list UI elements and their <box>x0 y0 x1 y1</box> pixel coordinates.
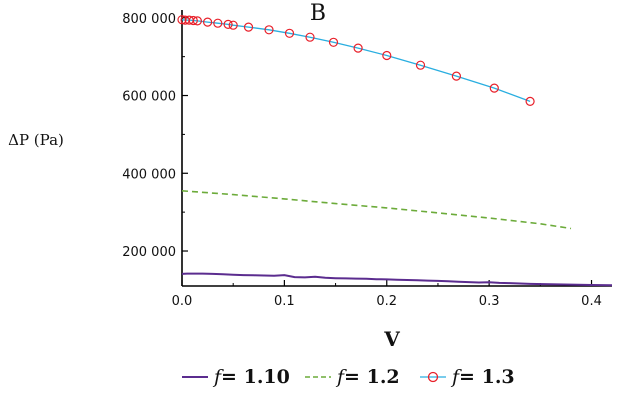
legend-label: f= 1.3 <box>450 366 515 388</box>
legend-value: 1.3 <box>482 366 515 388</box>
legend-equals: = <box>344 366 367 388</box>
data-point-f-1-3 <box>284 28 295 38</box>
legend-value: 1.10 <box>244 366 290 388</box>
data-point-f-1-3 <box>328 37 339 47</box>
legend: f= 1.10 f= 1.2 f= 1.3 <box>182 366 515 388</box>
data-point-f-1-3 <box>353 43 363 53</box>
legend-label: f= 1.2 <box>335 366 400 388</box>
series-layer <box>177 15 613 287</box>
legend-swatch-marker <box>427 371 439 383</box>
x-tick-label: 0.4 <box>581 294 602 309</box>
data-point-f-1-3 <box>382 50 392 61</box>
data-point-f-1-3 <box>177 15 187 25</box>
data-point-f-1-3 <box>489 83 499 93</box>
panel-label: B <box>310 1 326 26</box>
data-point-f-1-3 <box>203 17 213 27</box>
legend-value: 1.2 <box>367 366 400 388</box>
data-point-f-1-3 <box>213 18 223 28</box>
y-tick-label: 400 000 <box>122 167 176 182</box>
data-point-f-1-3 <box>415 60 426 70</box>
x-tick-label: 0.1 <box>274 294 295 309</box>
data-point-f-1-3 <box>525 96 535 107</box>
legend-symbol: f <box>450 366 462 388</box>
axes: 0.0 0.1 0.2 0.3 0.4 200 000 400 000 600 000 800 … <box>122 10 612 309</box>
data-point-f-1-3 <box>228 20 238 30</box>
legend-equals: = <box>221 366 244 388</box>
x-tick-label: 0.3 <box>479 294 500 309</box>
y-axis-label: ΔP (Pa) <box>8 131 64 149</box>
y-tick-label: 200 000 <box>122 245 176 260</box>
series-line-f-1-2 <box>181 190 572 230</box>
data-point-f-1-3 <box>243 22 254 32</box>
data-point-f-1-3 <box>451 71 461 81</box>
data-point-f-1-3 <box>192 16 202 26</box>
x-axis-label: V <box>383 327 400 351</box>
legend-equals: = <box>459 366 482 388</box>
x-tick-label: 0.2 <box>376 294 397 309</box>
data-point-f-1-3 <box>305 32 315 42</box>
data-point-f-1-3 <box>188 15 198 26</box>
series-line-f-1-10 <box>181 272 613 287</box>
data-point-f-1-3 <box>264 25 274 35</box>
legend-label: f= 1.10 <box>212 366 290 388</box>
legend-symbol: f <box>335 366 347 388</box>
series-line-f-1-3 <box>181 19 531 103</box>
x-tick-label: 0.0 <box>172 294 193 309</box>
legend-symbol: f <box>212 366 224 388</box>
y-tick-label: 600 000 <box>122 90 176 105</box>
y-tick-label: 800 000 <box>122 12 176 27</box>
data-point-f-1-3 <box>223 19 233 29</box>
